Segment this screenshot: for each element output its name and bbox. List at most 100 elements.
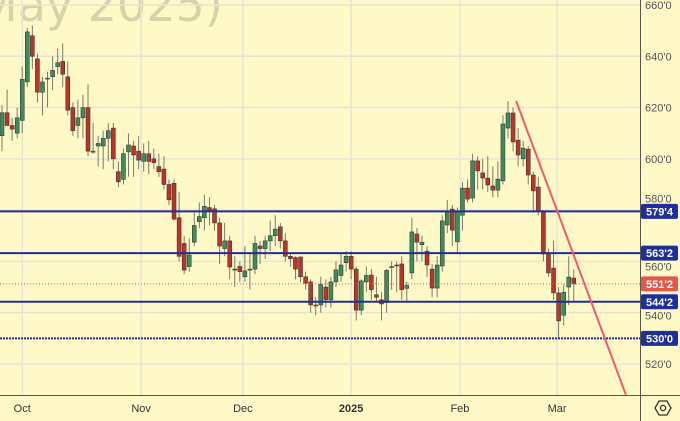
candle-down [485,177,491,186]
candle-up [338,264,344,276]
candle-down [323,286,329,301]
candle-down [257,245,263,249]
candle-down [546,252,551,274]
candle-down [176,217,182,257]
candle-down [536,186,541,212]
candle-up [247,268,253,271]
candle-up [126,144,131,153]
candle-down [424,250,430,266]
candle-down [171,182,177,220]
candle-up [186,254,192,267]
candle-up [75,117,81,126]
candle-down [353,268,359,311]
candle-down [414,233,420,243]
candle-up [404,285,410,289]
candle-up [419,241,425,245]
candle-down [480,172,485,179]
candle-down [525,148,531,176]
candle-down [146,153,151,162]
candle-up [0,112,5,137]
trend-line [515,100,627,395]
candle-down [278,226,283,242]
candle-up [389,266,394,268]
candle-up [439,220,445,267]
candle-down [308,281,313,306]
candle-down [475,160,480,172]
candle-down [465,187,470,200]
candle-down [156,166,162,172]
candle-down [166,184,172,201]
candle-down [70,107,76,131]
candle-down [490,185,496,191]
y-tick-label: 560'0 [645,262,672,274]
candle-down [531,174,536,192]
candle-up [505,112,511,129]
candle-down [298,256,303,278]
candle-up [394,264,399,267]
candle-up [359,280,364,311]
candle-up [192,225,197,243]
x-tick-label: Dec [233,403,253,415]
candle-up [445,211,450,226]
y-tick-label: 540'0 [645,310,672,322]
level-price-label-bg [641,294,678,310]
candle-up [100,138,106,147]
level-price-label: 544'2 [646,297,673,309]
candle-down [510,112,516,143]
candle-down [181,243,187,271]
candle-down [35,58,40,93]
candle-down [9,125,15,130]
candle-down [450,208,455,231]
candle-up [313,304,318,307]
candle-down [283,240,288,257]
candle-down [541,211,546,255]
candle-up [364,275,369,283]
candle-down [151,158,157,163]
candle-down [374,294,379,298]
candle-down [288,256,293,260]
candle-down [212,208,217,224]
level-price-label: 579'4 [646,206,674,218]
candle-up [106,130,111,139]
candle-down [369,274,374,290]
candle-up [500,123,506,182]
candle-up [50,70,55,78]
last-price-label-bg [641,276,678,292]
candle-up [328,281,334,301]
candle-down [237,266,243,272]
level-price-label-bg [641,330,678,346]
candle-up [384,270,389,303]
last-price-label: 551'2 [646,279,673,291]
candle-down [60,61,65,75]
candle-up [121,153,126,180]
x-tick-label: 2025 [339,403,363,415]
candle-up [252,243,258,270]
candle-down [65,76,71,111]
candle-up [455,211,460,243]
settings-icon[interactable] [654,400,672,416]
candle-down [116,171,121,183]
candle-up [267,235,273,242]
level-price-label: 563'2 [646,248,673,260]
level-price-label-bg [641,203,678,219]
level-price-label: 530'0 [646,333,673,345]
candle-up [318,284,324,306]
candle-down [293,257,298,270]
x-tick-label: Feb [450,403,469,415]
candle-up [272,228,278,237]
candle-up [566,276,571,288]
candle-up [460,187,465,216]
plot-area [0,0,640,395]
candle-down [4,112,10,126]
y-tick-label: 640'0 [645,51,672,63]
level-price-label-bg [641,245,678,261]
candle-up [222,240,227,249]
candle-down [551,267,556,294]
candle-up [95,143,101,147]
candle-up [242,270,248,278]
y-tick-label: 660'0 [645,0,672,12]
candle-up [561,291,566,316]
candle-down [348,256,354,270]
candle-up [333,269,339,283]
